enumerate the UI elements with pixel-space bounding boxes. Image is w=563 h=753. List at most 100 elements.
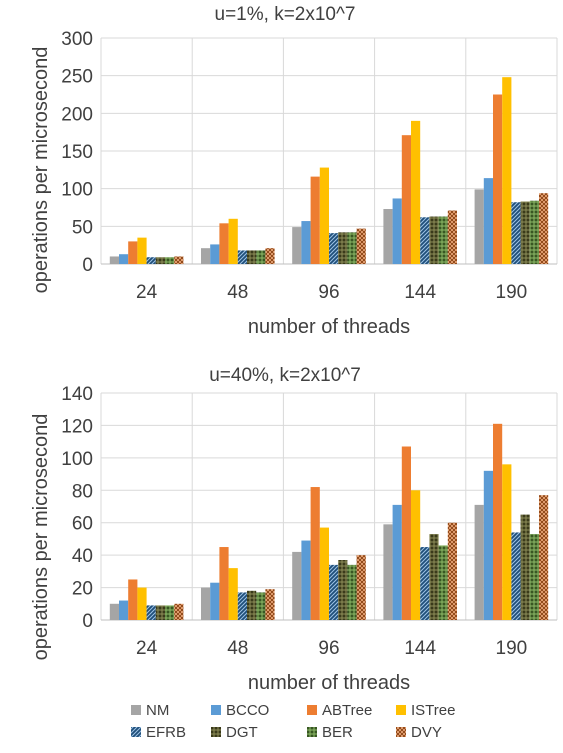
legend-swatch [211,727,221,737]
bar-efrb-144 [420,217,430,264]
bar-efrb-48 [237,250,247,264]
bar-istree-96 [319,167,329,264]
y-tick-label: 20 [72,579,93,600]
bar-dvy-48 [265,589,275,620]
bar-abtree-24 [128,241,138,264]
bar-dgt-48 [247,250,257,264]
bar-abtree-144 [401,446,411,620]
bar-istree-24 [137,237,147,264]
bar-dgt-96 [338,560,348,620]
chart-1-bars [109,77,549,264]
bar-dvy-96 [356,228,366,264]
bar-ber-24 [165,257,175,264]
bar-dgt-24 [155,605,165,620]
bar-dvy-96 [356,555,366,620]
legend-swatch [396,705,406,715]
legend-label: BER [322,724,353,741]
chart-2-y-axis-label: operations per microsecond [30,414,52,661]
legend-label: BCCO [226,702,269,719]
bar-ber-190 [529,534,539,620]
legend-swatch [396,727,406,737]
legend-item-dvy: DVY [396,724,442,741]
y-tick-label: 250 [61,67,93,88]
bar-dvy-190 [539,193,549,264]
bar-nm-144 [383,524,393,620]
legend-item-bcco: BCCO [211,702,269,719]
bar-nm-96 [292,551,302,620]
y-tick-label: 80 [72,481,93,502]
y-tick-label: 120 [61,416,93,437]
bar-istree-144 [411,490,421,620]
bar-abtree-48 [219,223,229,264]
x-tick-label: 96 [318,638,339,659]
bar-ber-48 [256,250,266,264]
legend-item-ber: BER [307,724,353,741]
bar-efrb-96 [329,564,339,620]
bar-efrb-24 [146,257,156,264]
y-tick-label: 0 [82,255,93,276]
chart-2-bars [109,423,549,620]
bar-istree-24 [137,587,147,620]
y-tick-label: 100 [61,180,93,201]
chart-2-title: u=40%, k=2x10^7 [209,365,361,386]
bar-bcco-24 [119,254,129,264]
bar-nm-24 [109,603,119,620]
bar-efrb-48 [237,592,247,620]
bar-bcco-144 [392,504,402,620]
bar-dvy-24 [174,256,184,264]
x-tick-label: 190 [496,638,528,659]
legend-label: ISTree [411,702,455,719]
chart-2: u=40%, k=2x10^7 0 20 40 60 80 100 120 140 24 48 9… [30,365,558,694]
legend-swatch [211,705,221,715]
bar-bcco-96 [301,540,311,620]
bar-dgt-190 [520,514,530,620]
bar-nm-96 [292,227,302,264]
bar-nm-48 [201,587,211,620]
bar-nm-48 [201,248,211,264]
y-tick-label: 60 [72,514,93,535]
chart-1-title: u=1%, k=2x10^7 [215,4,356,25]
x-tick-label: 24 [136,638,158,659]
bar-dgt-24 [155,257,165,264]
bar-bcco-96 [301,221,311,264]
legend-label: NM [146,702,169,719]
bar-ber-24 [165,605,175,620]
bar-abtree-96 [310,176,320,264]
legend-item-nm: NM [131,702,169,719]
bar-nm-190 [474,504,484,620]
bar-istree-48 [228,218,238,264]
legend-label: DGT [226,724,258,741]
chart-1-x-axis-label: number of threads [248,316,410,338]
legend-label: EFRB [146,724,186,741]
chart-1-x-ticks: 24 48 96 144 190 [136,282,527,303]
y-tick-label: 40 [72,546,93,567]
bar-dvy-144 [447,210,457,264]
chart-1: u=1%, k=2x10^7 0 50 100 150 200 250 300 24 48 96… [30,4,558,338]
bar-istree-96 [319,527,329,620]
x-tick-label: 144 [404,282,436,303]
legend-swatch [307,705,317,715]
legend-swatch [131,727,141,737]
chart-1-y-ticks: 0 50 100 150 200 250 300 [61,29,93,276]
x-tick-label: 48 [227,282,248,303]
bar-ber-144 [438,216,448,264]
y-tick-label: 200 [61,104,93,125]
bar-ber-96 [347,232,357,264]
y-tick-label: 300 [61,29,93,50]
legend-item-istree: ISTree [396,702,455,719]
y-tick-label: 140 [61,384,93,405]
x-tick-label: 96 [318,282,339,303]
legend-swatch [307,727,317,737]
bar-efrb-190 [511,202,521,264]
bar-bcco-48 [210,582,220,620]
legend-item-efrb: EFRB [131,724,186,741]
legend-swatch [131,705,141,715]
legend-item-dgt: DGT [211,724,258,741]
x-tick-label: 190 [496,282,528,303]
bar-bcco-190 [483,178,493,264]
y-tick-label: 0 [82,611,93,632]
bar-ber-144 [438,545,448,620]
chart-2-y-ticks: 0 20 40 60 80 100 120 140 [61,384,93,632]
bar-efrb-24 [146,605,156,620]
